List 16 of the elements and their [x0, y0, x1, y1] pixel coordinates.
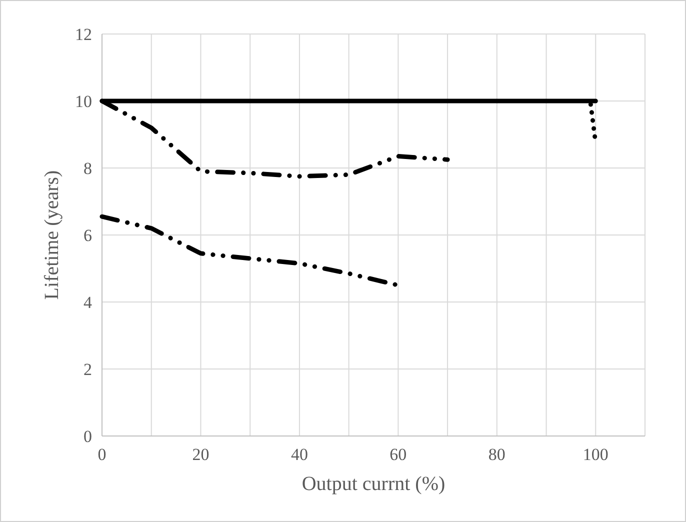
line-series [100, 214, 400, 288]
x-axis-title: Output currnt (%) [302, 473, 446, 495]
x-tick-label: 60 [390, 445, 407, 464]
x-tick-label: 0 [98, 445, 106, 464]
y-axis-title: Lifetime (years) [41, 170, 63, 300]
x-tick-label: 20 [192, 445, 210, 464]
x-tick-label: 100 [582, 445, 608, 464]
y-tick-label: 6 [84, 226, 92, 245]
y-tick-label: 4 [84, 292, 92, 312]
y-tick-label: 12 [75, 24, 92, 44]
y-tick-label: 0 [84, 426, 92, 446]
y-tick-label: 2 [84, 360, 92, 379]
y-tick-label: 10 [75, 92, 92, 111]
x-tick-label: 80 [488, 445, 506, 464]
x-tick-label: 40 [290, 445, 308, 464]
y-tick-label: 8 [84, 158, 92, 178]
